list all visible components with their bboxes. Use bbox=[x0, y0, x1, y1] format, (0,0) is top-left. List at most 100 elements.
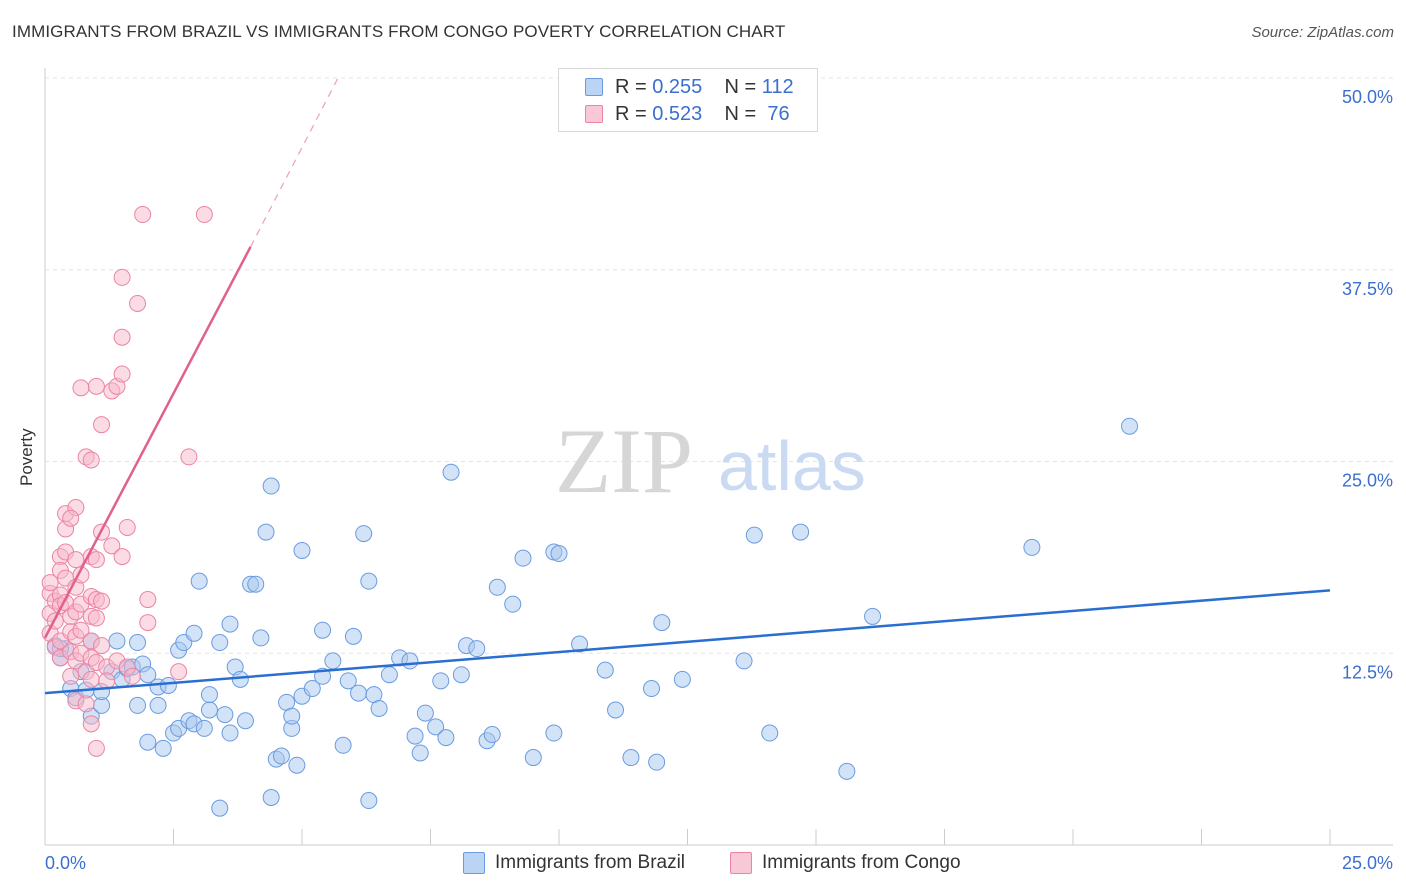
congo-n-value: 76 bbox=[761, 102, 790, 125]
brazil-point-78 bbox=[432, 672, 450, 690]
brazil-trend-line bbox=[44, 589, 1331, 695]
y-tick-label-2: 37.5% bbox=[1342, 279, 1393, 299]
r-label: R = bbox=[615, 75, 653, 98]
brazil-point-63 bbox=[339, 672, 357, 690]
brazil-point-102 bbox=[745, 526, 763, 544]
congo-point-46 bbox=[87, 739, 105, 757]
congo-r-value: 0.523 bbox=[652, 102, 703, 125]
congo-point-50 bbox=[87, 609, 105, 627]
brazil-point-38 bbox=[216, 706, 234, 724]
brazil-point-67 bbox=[360, 572, 378, 590]
brazil-point-34 bbox=[200, 701, 218, 719]
brazil-point-73 bbox=[401, 652, 419, 670]
brazil-point-104 bbox=[792, 523, 810, 541]
congo-point-35 bbox=[77, 695, 95, 713]
brazil-point-61 bbox=[324, 652, 342, 670]
brazil-point-58 bbox=[303, 680, 321, 698]
brazil-point-85 bbox=[483, 726, 501, 744]
brazil-point-100 bbox=[673, 670, 691, 688]
congo-point-47 bbox=[87, 377, 105, 395]
congo-point-56 bbox=[98, 672, 116, 690]
watermark-atlas: atlas bbox=[718, 427, 866, 505]
congo-point-62 bbox=[113, 365, 131, 383]
congo-point-23 bbox=[67, 551, 85, 569]
brazil-point-83 bbox=[468, 640, 486, 658]
brazil-point-107 bbox=[1023, 538, 1041, 556]
trend-lines bbox=[43, 77, 1331, 695]
brazil-point-92 bbox=[550, 545, 568, 563]
brazil-point-86 bbox=[488, 578, 506, 596]
congo-point-48 bbox=[87, 551, 105, 569]
brazil-point-49 bbox=[262, 788, 280, 806]
n-label: N = bbox=[724, 102, 762, 125]
source-label: Source: ZipAtlas.com bbox=[1251, 24, 1394, 41]
brazil-point-81 bbox=[452, 666, 470, 684]
brazil-point-65 bbox=[350, 684, 368, 702]
brazil-point-94 bbox=[596, 661, 614, 679]
brazil-n-value: 112 bbox=[761, 75, 794, 98]
stats-legend: R = 0.255 N = 112 R = 0.523 N = 76 bbox=[558, 68, 818, 132]
brazil-point-89 bbox=[524, 749, 542, 767]
brazil-point-35 bbox=[200, 686, 218, 704]
brazil-point-17 bbox=[129, 634, 147, 652]
brazil-point-76 bbox=[416, 704, 434, 722]
congo-point-3 bbox=[41, 574, 59, 592]
congo-swatch bbox=[585, 105, 603, 123]
y-axis-label: Poverty bbox=[17, 428, 36, 486]
watermark: ZIP atlas bbox=[555, 410, 866, 512]
grid-lines bbox=[45, 77, 1393, 654]
brazil-point-51 bbox=[272, 747, 290, 765]
brazil-point-97 bbox=[643, 680, 661, 698]
congo-point-51 bbox=[93, 416, 111, 434]
bottom-brazil-label: Immigrants from Brazil bbox=[495, 852, 686, 873]
x-tick-label-0: 0.0% bbox=[45, 853, 86, 873]
congo-point-64 bbox=[113, 268, 131, 286]
r-label: R = bbox=[615, 102, 653, 125]
brazil-point-46 bbox=[252, 629, 270, 647]
congo-point-66 bbox=[118, 518, 136, 536]
brazil-point-80 bbox=[442, 463, 460, 481]
brazil-r-value: 0.255 bbox=[652, 75, 703, 98]
congo-point-69 bbox=[134, 206, 152, 224]
congo-trend-extension bbox=[250, 77, 339, 248]
brazil-point-48 bbox=[262, 477, 280, 495]
legend-row-congo: R = 0.523 N = 76 bbox=[585, 101, 790, 127]
brazil-point-70 bbox=[370, 699, 388, 717]
brazil-point-75 bbox=[411, 744, 429, 762]
congo-point-68 bbox=[129, 294, 147, 312]
watermark-zip: ZIP bbox=[555, 410, 693, 512]
brazil-point-23 bbox=[154, 739, 172, 757]
axes bbox=[44, 68, 1393, 846]
brazil-point-103 bbox=[761, 724, 779, 742]
brazil-point-71 bbox=[380, 666, 398, 684]
congo-point-74 bbox=[195, 206, 213, 224]
chart-title: IMMIGRANTS FROM BRAZIL VS IMMIGRANTS FRO… bbox=[12, 22, 786, 41]
brazil-point-45 bbox=[247, 575, 265, 593]
brazil-point-42 bbox=[231, 670, 249, 688]
brazil-point-40 bbox=[221, 615, 239, 633]
congo-point-75 bbox=[62, 509, 80, 527]
congo-point-32 bbox=[72, 621, 90, 639]
brazil-point-39 bbox=[221, 724, 239, 742]
y-tick-label-0: 12.5% bbox=[1342, 662, 1393, 682]
congo-point-29 bbox=[72, 379, 90, 397]
brazil-point-56 bbox=[293, 541, 311, 559]
bottom-congo-label: Immigrants from Congo bbox=[762, 852, 961, 873]
x-tick-label-1: 25.0% bbox=[1342, 853, 1393, 873]
brazil-point-74 bbox=[406, 727, 424, 745]
congo-trend-line bbox=[43, 246, 252, 639]
brazil-point-54 bbox=[283, 707, 301, 725]
congo-point-70 bbox=[139, 591, 157, 609]
brazil-point-96 bbox=[622, 749, 640, 767]
brazil-point-32 bbox=[190, 572, 208, 590]
congo-point-57 bbox=[103, 537, 121, 555]
brazil-point-93 bbox=[571, 635, 589, 653]
brazil-point-12 bbox=[108, 632, 126, 650]
brazil-point-24 bbox=[159, 676, 177, 694]
bottom-congo-swatch bbox=[730, 852, 752, 874]
brazil-point-66 bbox=[355, 525, 373, 543]
brazil-point-90 bbox=[545, 724, 563, 742]
bottom-brazil-swatch bbox=[463, 852, 485, 874]
brazil-point-60 bbox=[314, 621, 332, 639]
